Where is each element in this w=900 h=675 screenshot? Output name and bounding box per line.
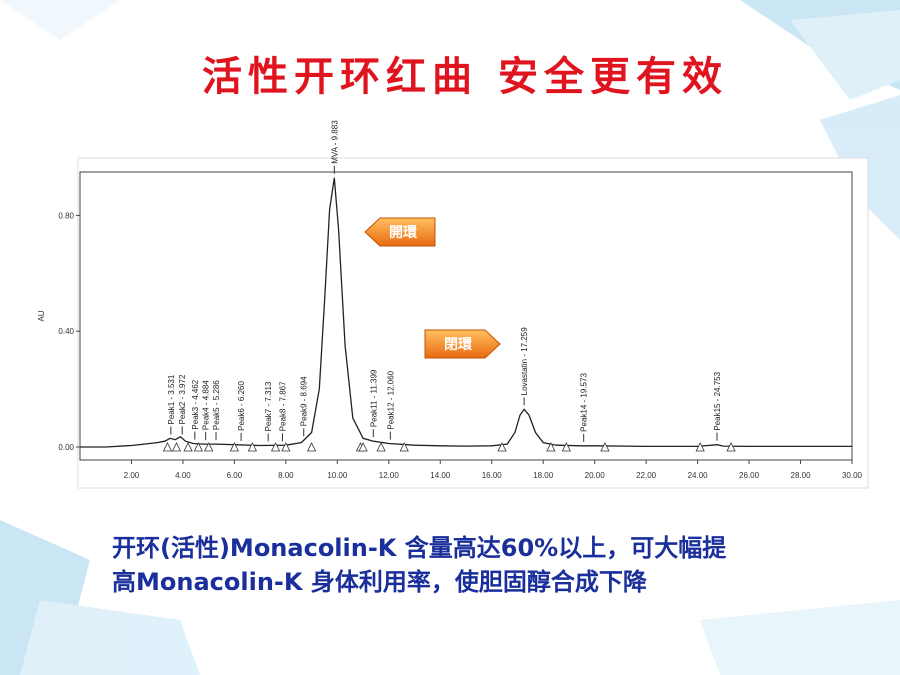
peak-label: Peak3 - 4.462: [191, 379, 200, 429]
x-tick-label: 12.00: [379, 471, 400, 480]
callout-closed: 閉環: [424, 329, 501, 359]
x-tick-label: 20.00: [585, 471, 606, 480]
integration-mark: [726, 442, 736, 452]
integration-mark: [247, 442, 258, 452]
peak-label: Peak4 - 4.884: [202, 380, 211, 430]
body-line: 开环(活性)Monacolin-K 含量高达60%以上，可大幅提: [112, 534, 727, 562]
x-tick-label: 10.00: [327, 471, 348, 480]
y-axis-label: AU: [37, 310, 46, 321]
trace: [80, 177, 852, 448]
peak-label: Peak1 - 3.531: [167, 374, 176, 424]
peak-label: Peak15 - 24.753: [713, 371, 722, 430]
callout-open: 開環: [364, 217, 436, 247]
integration-mark: [183, 442, 193, 452]
integration-mark: [193, 442, 204, 452]
x-tick-label: 22.00: [636, 471, 657, 480]
callout-label: 閉環: [444, 337, 473, 353]
peak-label: Peak7 - 7.313: [264, 381, 273, 431]
integration-mark: [229, 442, 240, 452]
integration-mark: [600, 442, 610, 452]
peak-label: Peak12 - 12.060: [386, 370, 395, 429]
chart-panel: [77, 157, 869, 489]
x-tick-label: 28.00: [791, 471, 812, 480]
integration-mark: [561, 442, 572, 452]
x-tick-label: 6.00: [227, 471, 243, 480]
peak-label: Peak11 - 11.399: [369, 369, 378, 427]
peak-label: Lovastatin - 17.259: [520, 327, 529, 396]
integration-mark: [162, 442, 173, 452]
x-tick-label: 16.00: [482, 471, 503, 480]
x-tick-label: 18.00: [533, 471, 554, 480]
integration-mark: [171, 442, 182, 452]
y-tick-label: 0.40: [58, 327, 74, 336]
integration-mark: [306, 442, 317, 452]
x-tick-label: 24.00: [688, 471, 709, 480]
y-tick-label: 0.80: [58, 211, 74, 220]
peak-label: Peak2 - 3.972: [178, 374, 187, 424]
x-tick-label: 26.00: [739, 471, 760, 480]
callout-label: 開環: [389, 225, 418, 241]
integration-mark: [281, 442, 291, 452]
integration-mark: [358, 442, 368, 452]
x-tick-label: 8.00: [278, 471, 294, 480]
peak-label: Peak14 - 19.573: [580, 373, 589, 432]
x-tick-label: 14.00: [430, 471, 451, 480]
integration-mark: [204, 442, 214, 452]
body-line: 高Monacolin-K 身体利用率，使胆固醇合成下降: [112, 568, 648, 596]
integration-mark: [270, 442, 281, 452]
peak-label: Peak5 - 5.286: [212, 380, 221, 430]
integration-mark: [497, 442, 507, 452]
x-tick-label: 30.00: [842, 471, 863, 480]
integration-mark: [695, 442, 705, 452]
y-tick-label: 0.00: [58, 443, 74, 452]
integration-mark: [376, 442, 386, 452]
integration-mark: [399, 442, 409, 452]
chart: 2.00 4.00 6.00 8.00 10.00 12.00 14.00 16.00 18.0…: [37, 120, 863, 480]
slide-title: 活性开环红曲 安全更有效: [202, 54, 728, 100]
plot-frame: [79, 171, 853, 461]
peak-label: Peak8 - 7.867: [278, 381, 287, 431]
peak-label: MVA - 9.883: [330, 120, 339, 164]
x-tick-label: 2.00: [124, 471, 140, 480]
peak-label: Peak6 - 6.260: [237, 381, 246, 431]
integration-mark: [546, 442, 556, 452]
x-tick-label: 4.00: [175, 471, 191, 480]
peak-label: Peak9 - 8.694: [300, 376, 309, 426]
